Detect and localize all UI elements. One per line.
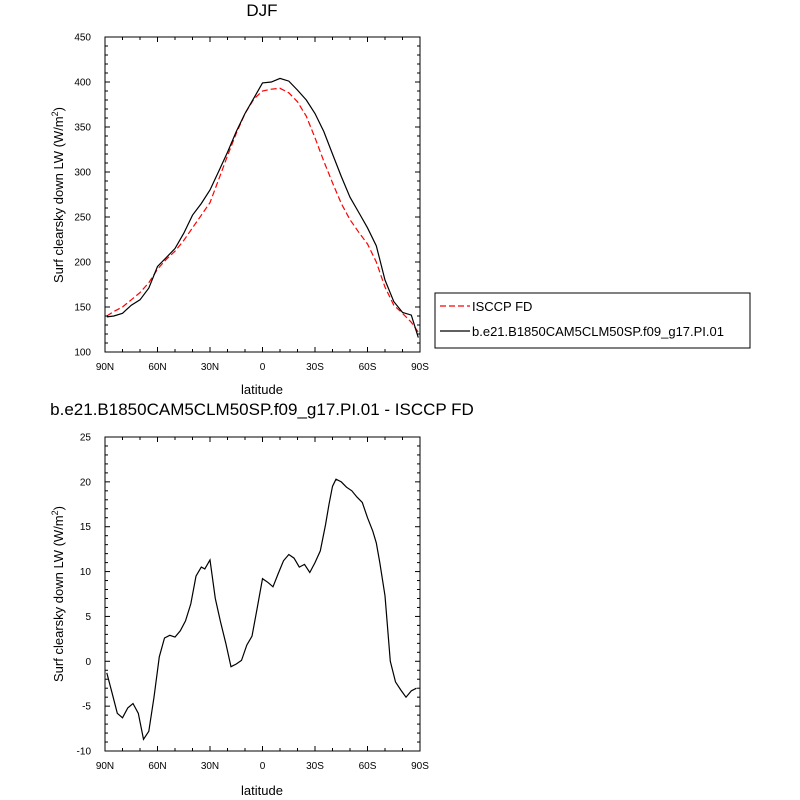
axis-ticks: 90N 60N 30N 0 30S 60S 90S -10 -5 0 5 10 15 20 25 [77,433,430,773]
x-tick-label: 30S [306,362,324,373]
y-axis-label: Surf clearsky down LW (W/m2) [50,506,66,682]
climatology-panel: DJF 90N 60N 30N 0 30S 60S 90S 100 150 200 250 300 35… [50,1,751,397]
x-tick-label: 60N [148,761,166,772]
y-tick-label: 150 [74,303,91,314]
x-axis-label: latitude [241,382,283,397]
y-tick-label: 10 [80,567,92,578]
y-axis-label: Surf clearsky down LW (W/m2) [50,107,66,283]
x-tick-label: 30N [201,362,219,373]
x-tick-label: 0 [260,362,266,373]
x-tick-label: 90N [96,362,114,373]
x-tick-label: 90S [411,761,429,772]
x-tick-label: 90N [96,761,114,772]
x-tick-label: 60S [359,761,377,772]
chart-title: DJF [246,1,277,20]
y-tick-label: 400 [74,78,91,89]
x-tick-label: 30N [201,761,219,772]
axes-frame [104,436,421,752]
y-tick-label: 5 [85,612,91,623]
legend: ISCCP FD b.e21.B1850CAM5CLM50SP.f09_g17.… [434,292,751,349]
y-tick-label: 350 [74,123,91,134]
difference-panel: b.e21.B1850CAM5CLM50SP.f09_g17.PI.01 - I… [50,400,474,798]
x-tick-label: 30S [306,761,324,772]
y-tick-label: 300 [74,168,91,179]
plot-frame [104,36,421,353]
plot-frame [104,436,421,752]
x-tick-label: 60N [148,362,166,373]
y-tick-label: -5 [82,702,91,713]
axis-ticks: 90N 60N 30N 0 30S 60S 90S 100 150 200 250 300 350 400… [74,33,429,374]
legend-label-isccp: ISCCP FD [472,299,532,314]
chart-title: b.e21.B1850CAM5CLM50SP.f09_g17.PI.01 - I… [50,400,474,419]
y-tick-label: 100 [74,348,91,359]
series-lines [106,478,417,741]
axes-frame [104,36,421,353]
legend-box [434,292,751,349]
y-tick-label: 200 [74,258,91,269]
x-tick-label: 60S [359,362,377,373]
series-line-0 [106,87,419,333]
y-tick-label: -10 [77,747,92,758]
y-tick-label: 15 [80,522,92,533]
series-line-1 [106,77,419,338]
y-tick-label: 450 [74,33,91,44]
x-axis-label: latitude [241,783,283,798]
y-tick-label: 0 [85,657,91,668]
y-tick-label: 25 [80,433,92,444]
x-tick-label: 90S [411,362,429,373]
series-lines [106,77,419,338]
y-tick-label: 20 [80,477,92,488]
legend-label-model: b.e21.B1850CAM5CLM50SP.f09_g17.PI.01 [472,324,724,339]
y-tick-label: 250 [74,213,91,224]
series-line-0 [106,478,417,741]
x-tick-label: 0 [260,761,266,772]
